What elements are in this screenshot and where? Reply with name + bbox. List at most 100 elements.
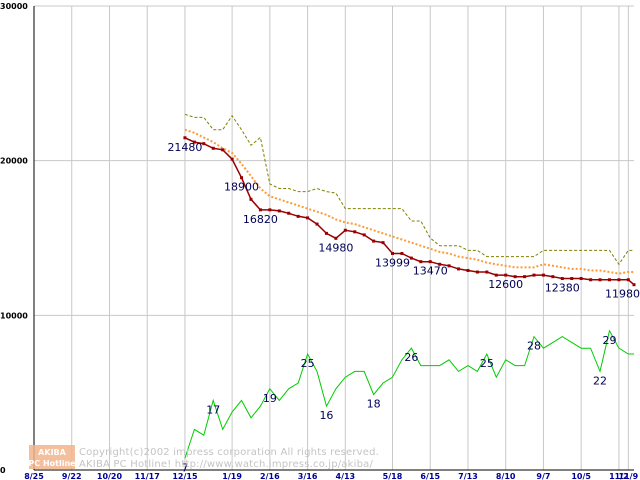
lower-marker: [541, 273, 545, 277]
x-tick-label: 4/13: [336, 472, 356, 480]
lower-marker: [428, 260, 432, 264]
logo-top-text: AKIBA: [38, 448, 66, 457]
lower-marker: [551, 275, 555, 279]
lower-marker: [494, 273, 498, 277]
lower-marker: [202, 142, 206, 146]
x-tick-label: 8/10: [496, 472, 516, 480]
lower-marker: [466, 268, 470, 272]
credit-url-line: AKIBA PC Hotline! http://www.watch.impre…: [79, 459, 373, 470]
lower-marker: [362, 233, 366, 237]
lower-marker: [607, 278, 611, 282]
price-label: 13470: [413, 265, 448, 278]
x-tick-label: 10/5: [571, 472, 591, 480]
akiba-logo: [29, 445, 75, 469]
lower-marker: [192, 140, 196, 144]
lower-marker: [475, 270, 479, 274]
lower-marker: [504, 273, 508, 277]
series: [183, 113, 636, 459]
lower-marker: [221, 148, 225, 152]
lower-marker: [457, 267, 461, 271]
series-line-count: [184, 329, 634, 459]
count-label: 18: [367, 398, 381, 411]
lower-marker: [315, 222, 319, 226]
x-tick-label: 9/22: [62, 472, 82, 480]
x-tick-label: 10/20: [97, 472, 123, 480]
count-label: 22: [593, 374, 607, 387]
lower-marker: [372, 239, 376, 243]
x-tick-label: 3/16: [298, 472, 318, 480]
grid: [33, 5, 634, 471]
price-label: 11980: [605, 288, 640, 301]
x-tick-label: 7/13: [458, 472, 478, 480]
lower-marker: [249, 197, 253, 201]
lower-marker: [626, 278, 630, 282]
price-label: 12600: [488, 278, 523, 291]
lower-marker: [617, 278, 621, 282]
lower-marker: [390, 251, 394, 255]
lower-marker: [560, 277, 564, 281]
price-label: 14980: [318, 241, 353, 254]
price-label: 13999: [375, 256, 410, 269]
lower-marker: [400, 251, 404, 255]
x-tick-label: 9/7: [536, 472, 550, 480]
lower-marker: [240, 176, 244, 180]
credit-block: AKIBA PC Hotline Copyright(c)2002 impres…: [28, 445, 379, 470]
x-tick-label: 11/17: [135, 472, 160, 480]
lower-marker: [296, 214, 300, 218]
lower-marker: [632, 283, 636, 287]
lower-marker: [447, 264, 451, 268]
lower-marker: [579, 277, 583, 281]
count-label: 17: [206, 403, 220, 416]
lower-marker: [513, 275, 517, 279]
lower-marker: [183, 136, 187, 140]
lower-marker: [324, 231, 328, 235]
lower-marker: [381, 241, 385, 245]
x-tick-label: 6/15: [420, 472, 440, 480]
lower-marker: [211, 146, 215, 150]
price-label: 21480: [167, 141, 202, 154]
lower-marker: [230, 157, 234, 161]
count-label: 25: [301, 357, 315, 370]
lower-marker: [570, 277, 574, 281]
count-label: 28: [527, 340, 541, 353]
lower-marker: [598, 278, 602, 282]
lower-marker: [258, 208, 262, 212]
lower-marker: [485, 270, 489, 274]
count-label: 29: [602, 334, 616, 347]
lower-marker: [268, 208, 272, 212]
lower-marker: [523, 275, 527, 279]
count-label: 19: [263, 392, 277, 405]
copyright-line: Copyright(c)2002 impress corporation All…: [79, 447, 379, 458]
x-tick-label: 11/9: [619, 472, 639, 480]
lower-marker: [589, 278, 593, 282]
price-label: 16820: [243, 213, 278, 226]
x-tick-label: 8/25: [24, 472, 44, 480]
price-label: 18900: [224, 181, 259, 194]
lower-marker: [287, 211, 291, 215]
y-tick-label: 20000: [0, 157, 28, 166]
lower-marker: [438, 262, 442, 266]
lower-marker: [277, 209, 281, 213]
lower-marker: [532, 273, 536, 277]
count-label: 26: [404, 351, 418, 364]
count-label: 7: [181, 461, 188, 474]
x-tick-label: 5/18: [383, 472, 403, 480]
lower-marker: [306, 216, 310, 220]
lower-marker: [409, 256, 413, 260]
y-tick-label: 0: [0, 466, 6, 475]
x-tick-label: 11/2: [609, 472, 629, 480]
lower-marker: [343, 228, 347, 232]
count-label: 16: [319, 409, 333, 422]
y-tick-label: 30000: [0, 2, 28, 11]
x-tick-label: 1/19: [222, 472, 242, 480]
lower-marker: [419, 260, 423, 264]
x-tick-label: 2/16: [260, 472, 280, 480]
x-tick-label: 12/15: [172, 472, 198, 480]
logo-bottom-text: PC Hotline: [28, 459, 76, 468]
lower-marker: [353, 230, 357, 234]
y-tick-label: 10000: [0, 311, 28, 320]
